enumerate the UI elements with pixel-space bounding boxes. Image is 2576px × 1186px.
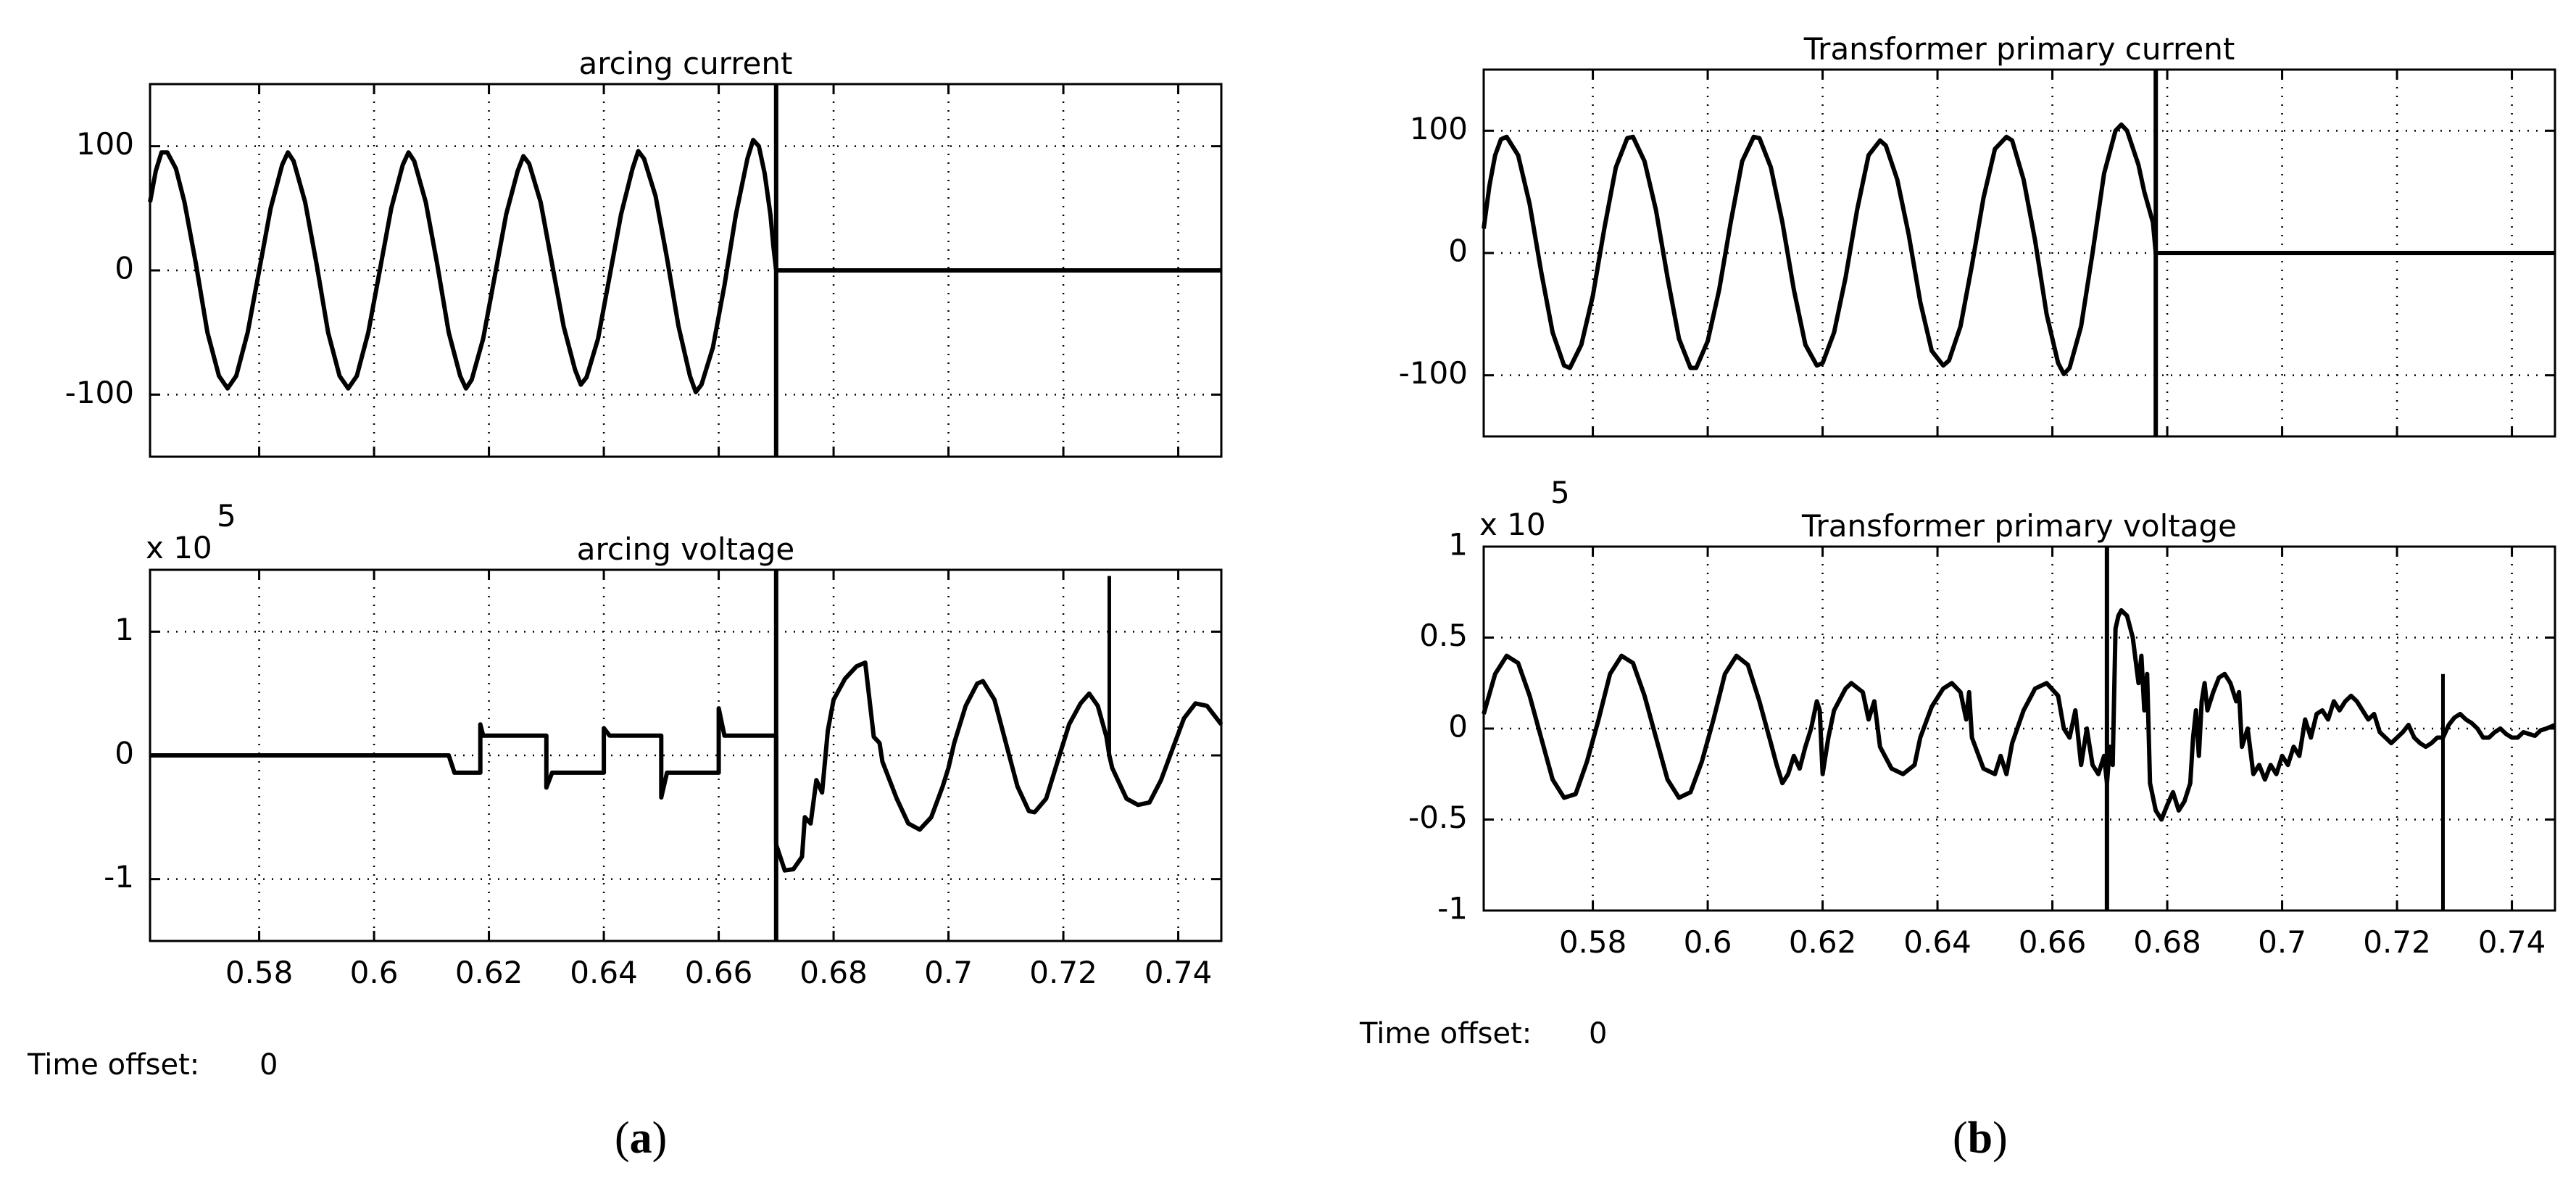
y-tick-label: 0 (1448, 709, 1468, 745)
exponent-label: x 10 (1479, 507, 1546, 542)
x-tick-label: 0.58 (1559, 924, 1627, 960)
x-tick-label: 0.7 (2258, 924, 2306, 960)
exponent-power: 5 (217, 498, 236, 534)
y-tick-label: 0 (1448, 233, 1468, 269)
chart-1 (149, 568, 1223, 942)
y-tick-label: 100 (76, 126, 134, 162)
x-tick-label: 0.64 (1903, 924, 1972, 960)
x-tick-label: 0.62 (455, 955, 523, 990)
y-tick-label: 1 (1448, 527, 1468, 563)
chart-title: arcing current (579, 46, 793, 81)
chart-title: Transformer primary voltage (1801, 508, 2237, 544)
series-line (1482, 122, 2555, 376)
x-tick-label: 0.74 (1144, 955, 1213, 990)
exponent-label: x 10 (146, 530, 212, 565)
axes-box (1482, 545, 2556, 912)
x-tick-label: 0.7 (924, 955, 973, 990)
axes-box (149, 83, 1223, 458)
axes-box (1482, 68, 2556, 438)
y-tick-label: 0 (115, 251, 134, 286)
chart-title: arcing voltage (577, 531, 794, 567)
y-tick-label: 1 (115, 612, 134, 647)
x-tick-label: 0.64 (570, 955, 638, 990)
y-tick-label: -100 (1399, 355, 1468, 391)
chart-0 (148, 83, 1223, 458)
x-tick-label: 0.68 (799, 955, 868, 990)
y-tick-label: -1 (104, 859, 134, 895)
axes-box (149, 568, 1223, 942)
exponent-power: 5 (1550, 475, 1570, 510)
x-tick-label: 0.68 (2133, 924, 2201, 960)
x-tick-label: 0.66 (2019, 924, 2087, 960)
y-tick-label: 0.5 (1419, 618, 1468, 653)
x-tick-label: 0.66 (685, 955, 753, 990)
y-tick-label: -0.5 (1408, 800, 1468, 835)
y-tick-label: 100 (1410, 111, 1468, 146)
x-tick-label: 0.72 (2363, 924, 2431, 960)
y-tick-label: 0 (115, 736, 134, 771)
y-tick-label: -1 (1437, 891, 1468, 926)
x-tick-label: 0.6 (350, 955, 399, 990)
chart-2 (1482, 68, 2556, 438)
x-tick-label: 0.62 (1789, 924, 1857, 960)
x-tick-label: 0.58 (225, 955, 294, 990)
x-tick-label: 0.74 (2478, 924, 2546, 960)
chart-3 (1482, 545, 2556, 912)
series-line (148, 138, 1221, 394)
x-tick-label: 0.6 (1684, 924, 1732, 960)
chart-title: Transformer primary current (1803, 31, 2235, 67)
y-tick-label: -100 (65, 375, 134, 410)
series-line (150, 660, 1223, 873)
x-tick-label: 0.72 (1029, 955, 1097, 990)
series-line (1482, 607, 2556, 822)
